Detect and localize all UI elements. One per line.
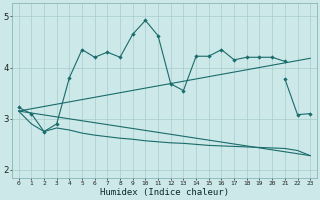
X-axis label: Humidex (Indice chaleur): Humidex (Indice chaleur)	[100, 188, 229, 197]
